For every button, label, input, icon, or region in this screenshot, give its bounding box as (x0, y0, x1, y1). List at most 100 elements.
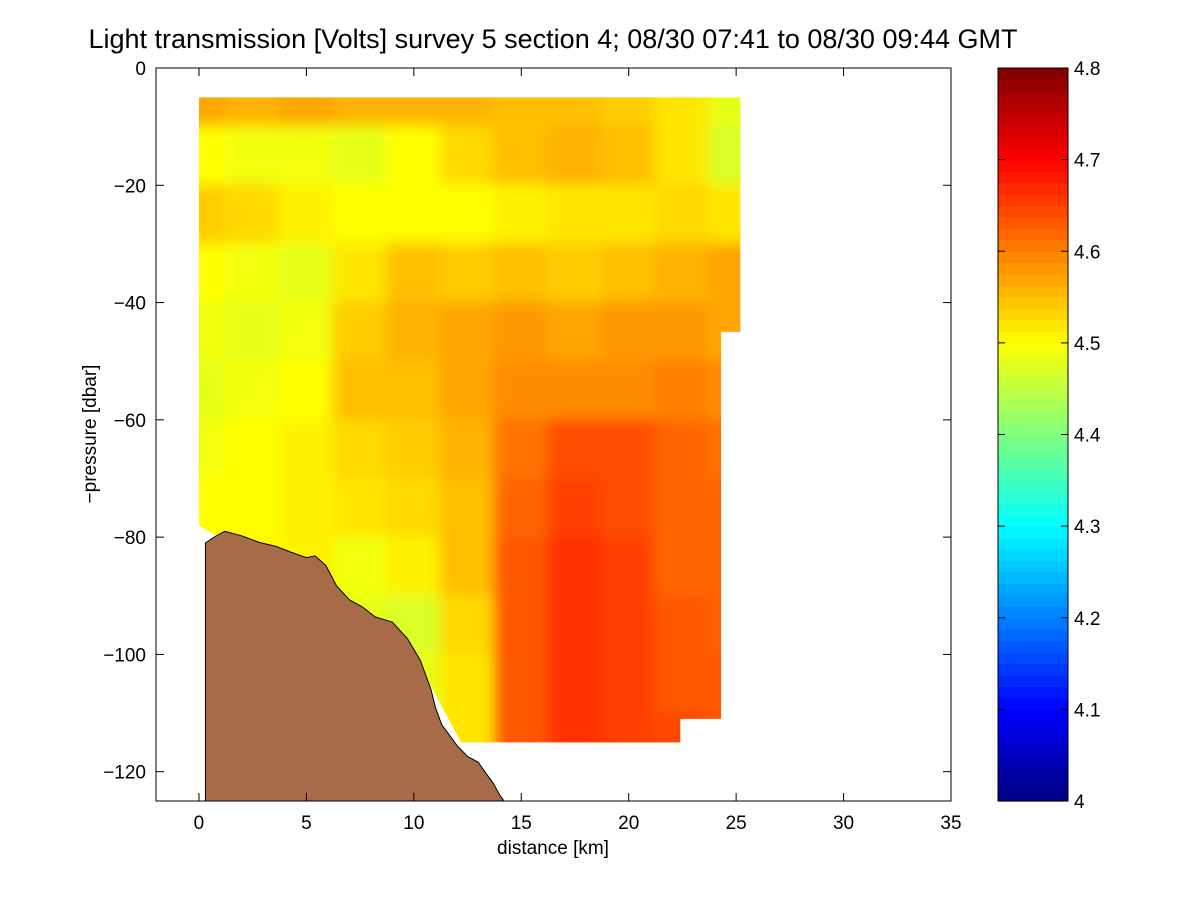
field-cell (198, 97, 227, 128)
colorbar-tick-label: 4.8 (1074, 59, 1100, 80)
field-cell (547, 360, 603, 421)
colorbar: 4 4.1 4.2 4.3 4.4 4.5 4.6 4.7 4.8 (997, 59, 1101, 813)
colorbar-band (998, 125, 1068, 138)
colorbar-band (998, 319, 1068, 333)
colorbar-band (998, 675, 1068, 688)
field-cell (278, 97, 335, 128)
field-cell (547, 712, 603, 743)
colorbar-tick-label: 4.6 (1074, 242, 1100, 263)
field-cell (385, 242, 442, 304)
colorbar-tick-label: 4.1 (1074, 700, 1100, 721)
field-cell (439, 184, 496, 245)
colorbar-band (998, 79, 1068, 92)
colorbar-tick-label: 4.2 (1074, 609, 1100, 630)
contour-cells (198, 97, 741, 743)
y-axis-label: −pressure [dbar] (80, 365, 101, 504)
field-cell (439, 301, 496, 363)
colorbar-band (998, 686, 1068, 699)
field-cell (198, 418, 227, 480)
field-cell (439, 653, 496, 715)
field-cell (708, 125, 741, 187)
x-tick-label: 35 (940, 813, 961, 834)
colorbar-band (998, 652, 1068, 665)
field-cell (708, 97, 741, 128)
y-tick-label: −60 (114, 411, 146, 432)
x-tick-label: 15 (511, 813, 532, 834)
field-cell (600, 97, 657, 128)
field-cell (547, 242, 603, 304)
field-cell (493, 418, 550, 480)
field-cell (198, 125, 227, 187)
field-cell (600, 242, 657, 304)
colorbar-band (998, 583, 1068, 596)
colorbar-band (998, 480, 1068, 493)
field-cell (385, 536, 442, 597)
field-cell (600, 301, 657, 363)
y-axis: 0 −20 −40 −60 −80 −100 −120 (103, 59, 951, 784)
colorbar-band (998, 354, 1068, 367)
field-cell (439, 125, 496, 187)
colorbar-band (998, 663, 1068, 676)
field-cell (600, 712, 657, 743)
field-cell (332, 184, 388, 245)
field-cell (224, 97, 281, 128)
colorbar-band (998, 171, 1068, 184)
field-cell (547, 125, 603, 187)
field-cell (278, 360, 335, 421)
colorbar-band (998, 274, 1068, 287)
colorbar-band (998, 789, 1068, 802)
field-cell (278, 477, 335, 539)
plot-frame (155, 67, 952, 802)
y-tick-label: −80 (114, 528, 146, 549)
field-cell (332, 360, 388, 421)
colorbar-band (998, 297, 1068, 310)
field-cell (278, 125, 335, 187)
field-cell (332, 301, 388, 363)
field-cell (224, 242, 281, 304)
field-cell (224, 360, 281, 421)
colorbar-band (998, 251, 1068, 264)
colorbar-band (998, 365, 1068, 378)
field-cell (493, 125, 550, 187)
colorbar-band (998, 457, 1068, 470)
y-tick-label: −100 (103, 645, 146, 666)
field-cell (198, 242, 227, 304)
field-cell (439, 242, 496, 304)
field-cell (493, 242, 550, 304)
field-cell (547, 184, 603, 245)
colorbar-tick-label: 4.7 (1074, 151, 1100, 172)
field-cell (493, 301, 550, 363)
y-tick-label: −120 (103, 763, 146, 784)
colorbar-band (998, 629, 1068, 642)
colorbar-band (998, 239, 1068, 252)
colorbar-band (998, 720, 1068, 733)
colorbar-band (998, 113, 1068, 126)
colorbar-tick-label: 4.4 (1074, 426, 1101, 447)
field-cell (493, 360, 550, 421)
colorbar-tick-label: 4.3 (1074, 517, 1100, 538)
field-cell (547, 418, 603, 480)
field-cell (385, 360, 442, 421)
colorbar-band (998, 526, 1068, 539)
colorbar-band (998, 778, 1068, 791)
field-cell (600, 477, 657, 539)
colorbar-tick-label: 4.5 (1074, 334, 1100, 355)
colorbar-band (998, 377, 1068, 390)
colorbar-band (998, 308, 1068, 321)
colorbar-band (998, 205, 1068, 218)
field-cell (224, 477, 281, 539)
x-tick-label: 30 (833, 813, 854, 834)
field-cell (708, 242, 741, 304)
field-cell (493, 97, 550, 128)
field-cell (708, 184, 741, 245)
field-cell (654, 360, 711, 421)
field-cell (224, 125, 281, 187)
colorbar-axis: 4 4.1 4.2 4.3 4.4 4.5 4.6 4.7 4.8 (998, 59, 1101, 813)
field-cell (332, 477, 388, 539)
field-cell (493, 712, 550, 743)
field-cell (547, 536, 603, 597)
x-tick-label: 25 (726, 813, 747, 834)
colorbar-band (998, 434, 1068, 447)
field-cell (439, 536, 496, 597)
